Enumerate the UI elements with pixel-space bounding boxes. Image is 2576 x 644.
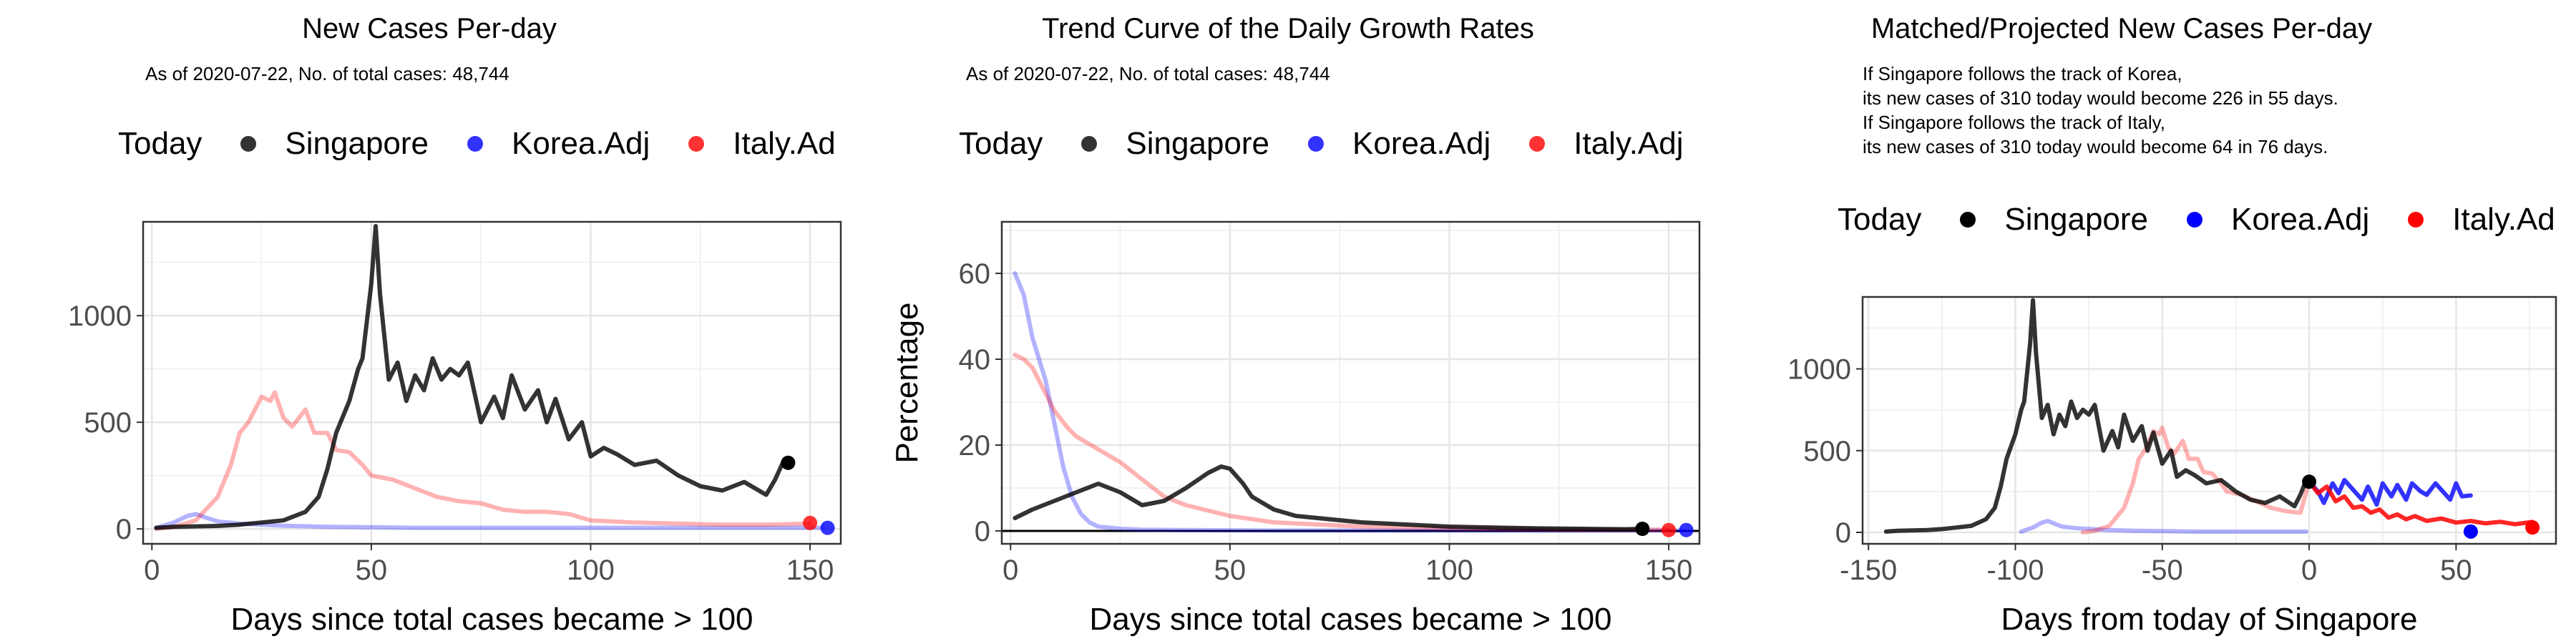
legend-marker-korea	[2187, 212, 2203, 228]
series-line-singapore	[1013, 464, 1645, 532]
x-tick-label: 0	[144, 555, 160, 586]
series-line-korea-adj	[154, 512, 826, 530]
projection-note-line: its new cases of 310 today would become …	[1863, 87, 2338, 109]
x-tick-label: 150	[1645, 555, 1693, 586]
series-line-singapore	[154, 224, 791, 530]
legend: Today Singapore Korea.Adj Italy.Ad	[1838, 202, 2565, 238]
y-tick-label: 1000	[68, 301, 132, 332]
legend-label-korea: Korea.Adj	[1352, 126, 1491, 161]
y-tick-label: 500	[1803, 436, 1851, 467]
x-axis-label: Days from today of Singapore	[2001, 602, 2417, 637]
endpoint-marker-korea-adj	[2463, 524, 2478, 539]
legend-marker-singapore	[1081, 136, 1098, 152]
x-tick-label: 150	[786, 555, 834, 586]
panel-projected: Matched/Projected New Cases Per-day If S…	[1717, 0, 2576, 644]
y-tick-label: 0	[1835, 517, 1851, 549]
y-tick-label: 0	[116, 514, 132, 545]
series-line-italy-adj	[1013, 353, 1672, 532]
x-tick-label: 100	[1425, 555, 1473, 586]
today-marker-singapore	[2302, 474, 2317, 489]
panel-growth-rates: Trend Curve of the Daily Growth Rates As…	[859, 0, 1717, 644]
series-line-singapore	[1883, 298, 2312, 534]
legend-marker-italy	[688, 136, 705, 152]
legend: Today Singapore Korea.Adj Italy.Adj	[959, 126, 1694, 162]
chart-title: New Cases Per-day	[302, 13, 557, 44]
y-tick-label: 60	[959, 258, 991, 290]
series-line-korea-adj	[2019, 519, 2308, 534]
x-tick-label: -100	[1986, 555, 2044, 586]
today-marker-singapore	[781, 455, 796, 470]
x-tick-label: 50	[356, 555, 388, 586]
today-marker-italy-ad	[803, 515, 818, 530]
x-axis-label: Days since total cases became > 100	[1089, 602, 1611, 637]
x-tick-label: 100	[567, 555, 615, 586]
legend-marker-korea	[467, 136, 484, 152]
chart-svg: 0 50 100 150 0 500 1000 Days since total cases …	[68, 220, 842, 637]
series-line-korea-adj	[2307, 477, 2473, 507]
grid	[995, 222, 1699, 550]
projection-note-line: If Singapore follows the track of Italy,	[1863, 112, 2165, 133]
panel-new-cases: New Cases Per-day As of 2020-07-22, No. …	[0, 0, 859, 644]
chart-svg: 0 50 100 150 0 20 40 60 Days since total cases b…	[889, 220, 1701, 637]
x-tick-label: 0	[2301, 555, 2317, 586]
x-tick-label: -150	[1840, 555, 1897, 586]
x-axis-label: Days since total cases became > 100	[230, 602, 753, 637]
projection-note-line: If Singapore follows the track of Korea,	[1863, 63, 2182, 84]
x-tick-label: 50	[2440, 555, 2472, 586]
x-tick-label: 0	[1002, 555, 1018, 586]
legend: Today Singapore Korea.Adj Italy.Ad	[118, 126, 846, 162]
today-marker-korea-adj	[1679, 522, 1694, 537]
y-tick-label: 500	[84, 407, 132, 439]
today-marker-korea-adj	[820, 520, 835, 535]
today-marker-italy-adj	[1662, 522, 1677, 537]
legend-label-italy: Italy.Ad	[733, 126, 836, 161]
legend-label-italy: Italy.Ad	[2452, 202, 2555, 237]
chart-title: Trend Curve of the Daily Growth Rates	[1042, 13, 1534, 44]
legend-marker-singapore	[240, 136, 257, 152]
x-tick-label: 50	[1214, 555, 1246, 586]
today-marker-singapore	[1635, 522, 1650, 536]
chart-subtitle: As of 2020-07-22, No. of total cases: 48…	[145, 63, 509, 84]
legend-label-korea: Korea.Adj	[2231, 202, 2370, 237]
projection-note: If Singapore follows the track of Korea,…	[1863, 62, 2338, 159]
legend-label-korea: Korea.Adj	[512, 126, 650, 161]
series-line-korea-adj	[1013, 271, 1684, 533]
series-line-italy-ad	[154, 390, 813, 532]
projection-note-line: its new cases of 310 today would become …	[1863, 136, 2328, 157]
plot-border	[142, 220, 842, 545]
legend-title: Today	[1838, 202, 1922, 237]
y-tick-label: 1000	[1787, 354, 1851, 386]
y-tick-label: 20	[959, 430, 991, 462]
legend-marker-italy	[2408, 212, 2424, 228]
legend-label-singapore: Singapore	[285, 126, 429, 161]
y-tick-label: 0	[975, 516, 990, 547]
y-tick-label: 40	[959, 344, 991, 376]
series-line-italy-ad	[2307, 479, 2535, 527]
legend-marker-italy	[1529, 136, 1546, 152]
grid	[1856, 297, 2556, 550]
y-axis-label: Percentage	[889, 302, 924, 463]
chart-subtitle: As of 2020-07-22, No. of total cases: 48…	[966, 63, 1330, 84]
legend-marker-korea	[1308, 136, 1324, 152]
plot-border	[1000, 220, 1701, 545]
legend-marker-singapore	[1960, 212, 1976, 228]
legend-title: Today	[118, 126, 203, 161]
legend-title: Today	[959, 126, 1043, 161]
grid	[137, 222, 841, 550]
chart-title: Matched/Projected New Cases Per-day	[1870, 13, 2373, 44]
legend-label-italy: Italy.Adj	[1574, 126, 1684, 161]
plot-border	[1861, 296, 2557, 545]
legend-label-singapore: Singapore	[2004, 202, 2149, 237]
legend-label-singapore: Singapore	[1126, 126, 1270, 161]
x-tick-label: -50	[2142, 555, 2183, 586]
endpoint-marker-italy-ad	[2525, 520, 2540, 535]
